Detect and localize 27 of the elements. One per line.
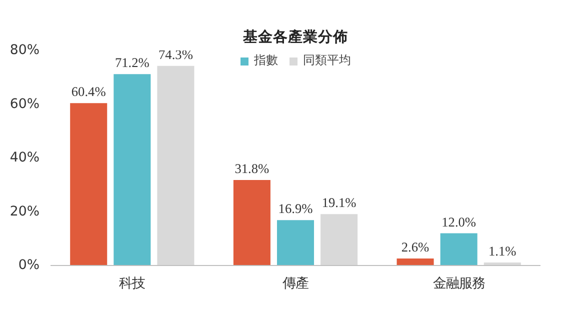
chart-title: 基金各產業分佈	[242, 28, 348, 46]
bar	[114, 74, 151, 266]
bar	[396, 258, 434, 266]
y-tick-label: 0%	[18, 258, 40, 273]
x-tick-label: 科技	[119, 276, 146, 292]
data-label: 2.6%	[401, 240, 430, 255]
bar	[70, 103, 108, 266]
data-label: 71.2%	[114, 55, 150, 70]
y-tick-label: 20%	[10, 204, 40, 220]
legend-label: 同類平均	[303, 52, 351, 69]
data-label: 60.4%	[71, 84, 106, 100]
data-label: 1.1%	[488, 244, 516, 259]
data-label: 31.8%	[234, 161, 270, 176]
bar	[276, 220, 314, 266]
data-label: 12.0%	[442, 214, 476, 230]
y-tick-label: 40%	[10, 150, 40, 166]
bar	[233, 180, 270, 266]
legend-label: 指數	[254, 52, 278, 69]
bar	[440, 233, 478, 266]
y-tick-label: 80%	[10, 43, 40, 58]
data-label: 19.1%	[322, 195, 356, 210]
x-tick-label: 金融服務	[432, 276, 485, 292]
x-tick-label: 傳產	[282, 276, 308, 292]
y-tick-label: 60%	[10, 96, 40, 112]
bar	[320, 214, 358, 266]
data-label: 16.9%	[278, 201, 313, 216]
bar	[157, 66, 194, 266]
